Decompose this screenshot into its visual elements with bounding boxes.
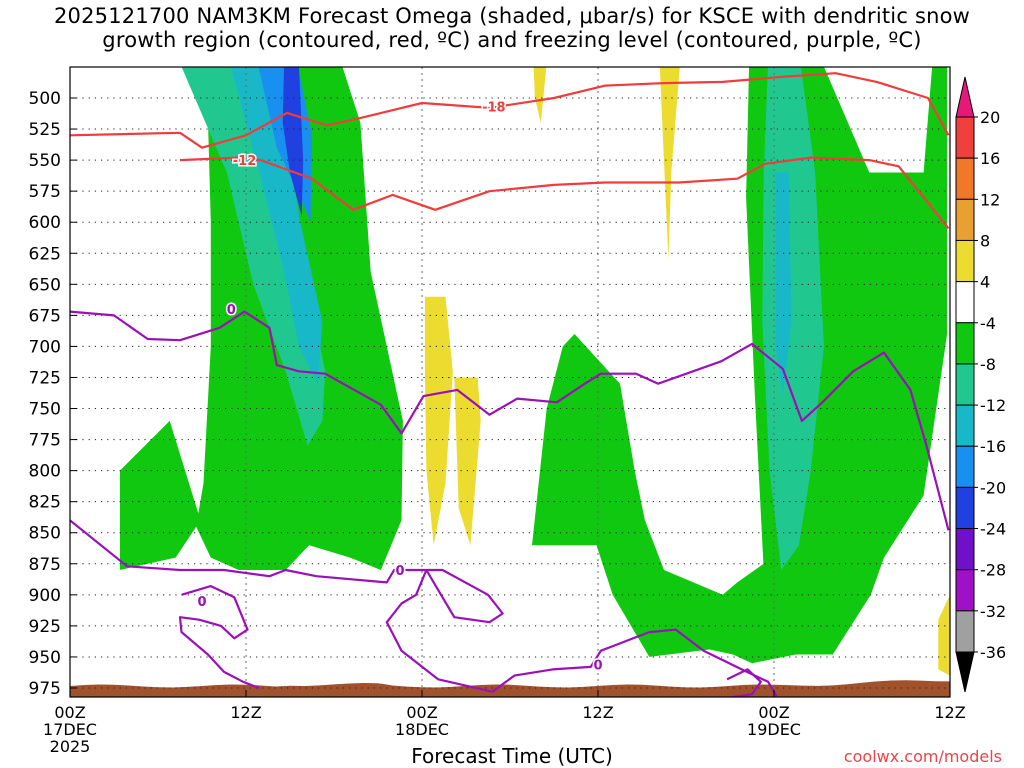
y-tick-label-950: 950 [29,648,61,668]
y-tick-label-800: 800 [29,462,61,482]
red-isotherm-label-0: -18 [482,101,506,116]
freezing-level-contours: 0 0 0 0 [70,302,950,697]
purple-isotherm-line-1 [70,519,778,697]
colorbar-bin-3 [955,239,975,283]
colorbar-label-4: 4 [980,273,990,292]
omega-region-14 [938,594,950,676]
colorbar-label-5: -4 [980,314,996,333]
colorbar-bin-7 [955,404,975,447]
x-tick-label-0-0: 00Z [54,703,85,722]
colorbar-bin-4 [955,281,975,324]
colorbar-label-6: -8 [980,355,996,374]
y-tick-label-875: 875 [29,555,61,575]
terrain-layer [70,680,950,697]
x-tick-label-48-1: 19DEC [747,720,801,739]
y-tick-label-725: 725 [29,368,61,388]
credit-link[interactable]: coolwx.com/models [843,747,1002,766]
y-tick-label-625: 625 [29,244,61,264]
colorbar-label-3: 8 [980,231,990,250]
colorbar-label-10: -24 [980,520,1006,539]
omega-region-10 [424,296,453,546]
omega-region-11 [454,377,481,546]
colorbar-label-11: -28 [980,561,1006,580]
colorbar-bin-8 [955,445,975,488]
colorbar-label-0: 20 [980,108,1000,127]
colorbar-label-7: -12 [980,396,1006,415]
purple-isotherm-label-0: 0 [227,303,236,318]
omega-region-2 [181,67,326,446]
purple-isotherm-label-2: 0 [197,595,206,610]
colorbar-bin-11 [955,569,975,612]
x-tick-label-0-2: 2025 [50,737,91,756]
y-tick-label-550: 550 [29,151,61,171]
y-tick-label-575: 575 [29,182,61,202]
colorbar-label-1: 16 [980,149,1000,168]
colorbar-bin-12 [955,610,975,653]
y-tick-label-700: 700 [29,337,61,357]
y-tick-label-925: 925 [29,617,61,637]
colorbar-label-2: 12 [980,190,1000,209]
x-tick-label-48-0: 00Z [758,703,789,722]
x-tick-label-60-0: 12Z [934,703,965,722]
colorbar-top-arrow [955,76,975,118]
colorbar-bin-1 [955,157,975,200]
omega-region-1 [119,420,201,570]
red-isotherm-line-1 [179,156,950,230]
purple-isotherm-label-3: 0 [593,658,602,673]
chart-title-line-2: growth region (contoured, red, ºC) and f… [102,28,922,52]
plot-frame [69,66,951,698]
colorbar-label-9: -20 [980,478,1006,497]
purple-isotherm-label-1: 0 [395,564,404,579]
y-tick-label-975: 975 [29,679,61,699]
y-tick-label-900: 900 [29,586,61,606]
y-tick-label-750: 750 [29,400,61,420]
y-tick-label-675: 675 [29,306,61,326]
colorbar-bin-0 [955,116,975,159]
colorbar-bin-2 [955,198,975,241]
y-tick-label-775: 775 [29,431,61,451]
colorbar: 20 16 12 8 4 -4 -8 -12 -16 -20 -24 -28 -32 -36 [955,76,1006,693]
x-tick-label-24-1: 18DEC [395,720,449,739]
y-tick-label-525: 525 [29,120,61,140]
colorbar-label-12: -32 [980,602,1006,621]
purple-isotherm-line-2 [178,585,260,690]
x-tick-label-0-1: 17DEC [43,720,97,739]
x-axis-label: Forecast Time (UTC) [411,744,613,768]
colorbar-bottom-arrow [955,651,975,693]
purple-isotherm-line-0 [70,310,950,531]
red-isotherm-label-1: -12 [233,154,257,169]
colorbar-label-8: -16 [980,437,1006,456]
x-tick-label-36-0: 12Z [582,703,613,722]
y-tick-label-500: 500 [29,89,61,109]
colorbar-bin-5 [955,322,975,365]
y-tick-label-825: 825 [29,493,61,513]
omega-region-5 [282,67,304,216]
y-tick-label-650: 650 [29,275,61,295]
purple-isotherm-line-3 [726,668,762,697]
colorbar-bin-10 [955,528,975,571]
y-tick-label-600: 600 [29,213,61,233]
x-tick-label-24-0: 00Z [406,703,437,722]
omega-region-13 [659,67,680,260]
y-axis: 500 525 550 575 600 625 650 675 700 725 750 775 800 8… [29,89,77,699]
chart-title-line-1: 2025121700 NAM3KM Forecast Omega (shaded… [53,4,971,28]
colorbar-bin-9 [955,486,975,530]
y-tick-label-850: 850 [29,524,61,544]
colorbar-bin-6 [955,363,975,406]
terrain-fill [70,680,950,697]
x-tick-label-12-0: 12Z [230,703,261,722]
dendritic-growth-contours: -18 -12 [70,72,950,230]
colorbar-label-13: -36 [980,643,1006,662]
red-isotherm-line-0 [70,72,950,149]
omega-region-3 [230,67,323,384]
omega-region-12 [533,67,547,123]
